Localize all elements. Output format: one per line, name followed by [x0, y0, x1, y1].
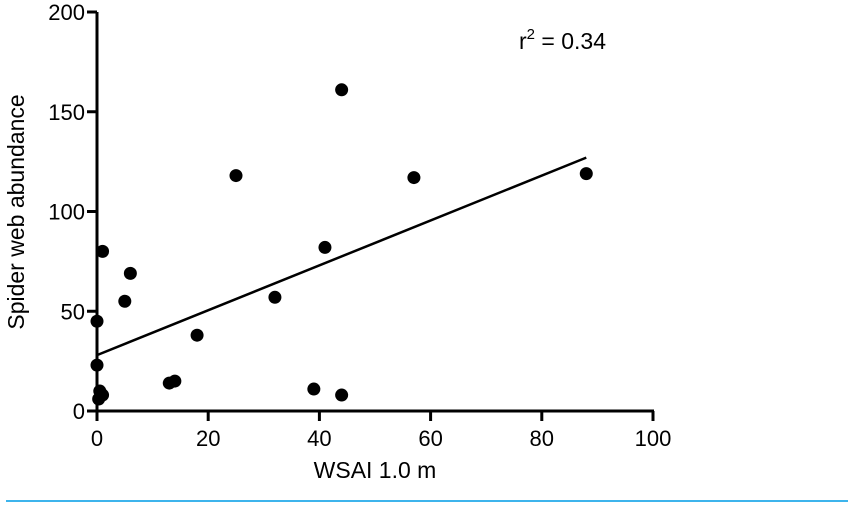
data-point — [168, 374, 182, 388]
x-axis-label: WSAI 1.0 m — [314, 457, 437, 483]
data-point — [268, 290, 282, 304]
y-tick-label: 200 — [48, 0, 85, 25]
data-point — [579, 167, 593, 181]
x-tick-label: 100 — [635, 426, 672, 451]
x-tick-label: 80 — [530, 426, 554, 451]
y-tick-label: 150 — [48, 100, 85, 125]
data-point — [123, 266, 137, 280]
bottom-divider — [6, 500, 848, 502]
y-tick-label: 0 — [73, 399, 85, 424]
x-tick-label: 0 — [91, 426, 103, 451]
ticks: 0 20 40 60 80 100 0 50 100 150 200 — [48, 0, 671, 451]
data-point — [90, 314, 104, 328]
data-point — [190, 328, 204, 342]
data-point — [318, 240, 332, 254]
axes — [95, 12, 654, 413]
data-point — [335, 83, 349, 97]
data-point — [96, 388, 110, 402]
r-squared-annotation: r2 = 0.34 — [519, 26, 606, 54]
x-tick-label: 20 — [196, 426, 220, 451]
y-tick-label: 100 — [48, 200, 85, 225]
y-axis-label: Spider web abundance — [3, 94, 29, 329]
data-points — [90, 83, 593, 406]
r-squared-base: r — [519, 28, 527, 54]
x-tick-label: 60 — [418, 426, 442, 451]
r-squared-value: = 0.34 — [535, 28, 606, 54]
regression-line-group — [96, 156, 587, 357]
data-point — [118, 294, 132, 308]
data-point — [229, 169, 243, 183]
data-point — [407, 171, 421, 185]
r-squared-superscript: 2 — [527, 26, 535, 43]
regression-line — [96, 156, 587, 357]
data-point — [335, 388, 349, 402]
data-point — [90, 358, 104, 372]
data-point — [96, 244, 110, 258]
data-point — [307, 382, 321, 396]
x-tick-label: 40 — [307, 426, 331, 451]
y-tick-label: 50 — [61, 299, 85, 324]
